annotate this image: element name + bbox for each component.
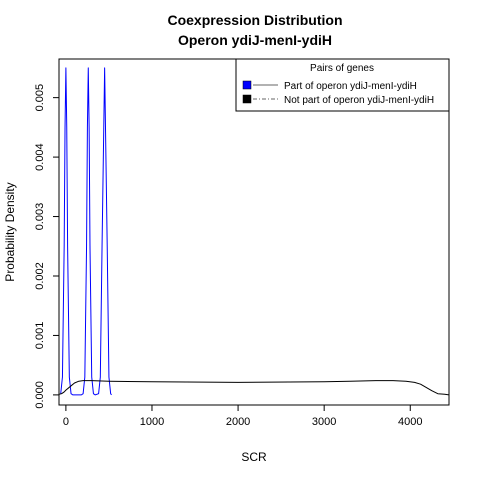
legend-swatch-not-part-of-operon	[242, 94, 252, 104]
y-axis: 0.000 0.001 0.002 0.003 0.004 0.005	[34, 84, 59, 409]
y-tick-label: 0.004	[34, 143, 46, 171]
series-layer	[58, 67, 450, 396]
x-axis-label: SCR	[241, 450, 267, 464]
x-axis: 0 1000 2000 3000 4000	[63, 405, 423, 428]
y-tick-label: 0.002	[34, 262, 46, 290]
x-tick-label: 1000	[140, 416, 164, 428]
y-tick-label: 0.001	[34, 322, 46, 350]
y-tick-label: 0.005	[34, 84, 46, 112]
chart-title: Coexpression Distribution	[167, 12, 342, 28]
y-tick-label: 0.000	[34, 381, 46, 409]
chart-subtitle: Operon ydiJ-menI-ydiH	[178, 32, 332, 48]
legend-title: Pairs of genes	[310, 63, 374, 74]
x-tick-label: 0	[63, 416, 69, 428]
x-tick-label: 3000	[312, 416, 336, 428]
y-axis-label: Probability Density	[3, 182, 17, 281]
y-tick-label: 0.003	[34, 203, 46, 231]
x-tick-label: 2000	[226, 416, 250, 428]
legend-label-part-of-operon: Part of operon ydiJ-menI-ydiH	[284, 81, 417, 92]
x-tick-label: 4000	[398, 416, 422, 428]
legend-label-not-part-of-operon: Not part of operon ydiJ-menI-ydiH	[284, 95, 434, 106]
legend: Pairs of genes Part of operon ydiJ-menI-…	[235, 58, 450, 112]
series-not-part-of-operon-line	[58, 380, 450, 396]
legend-swatch-part-of-operon	[242, 80, 252, 90]
series-part-of-operon-line	[60, 67, 112, 396]
